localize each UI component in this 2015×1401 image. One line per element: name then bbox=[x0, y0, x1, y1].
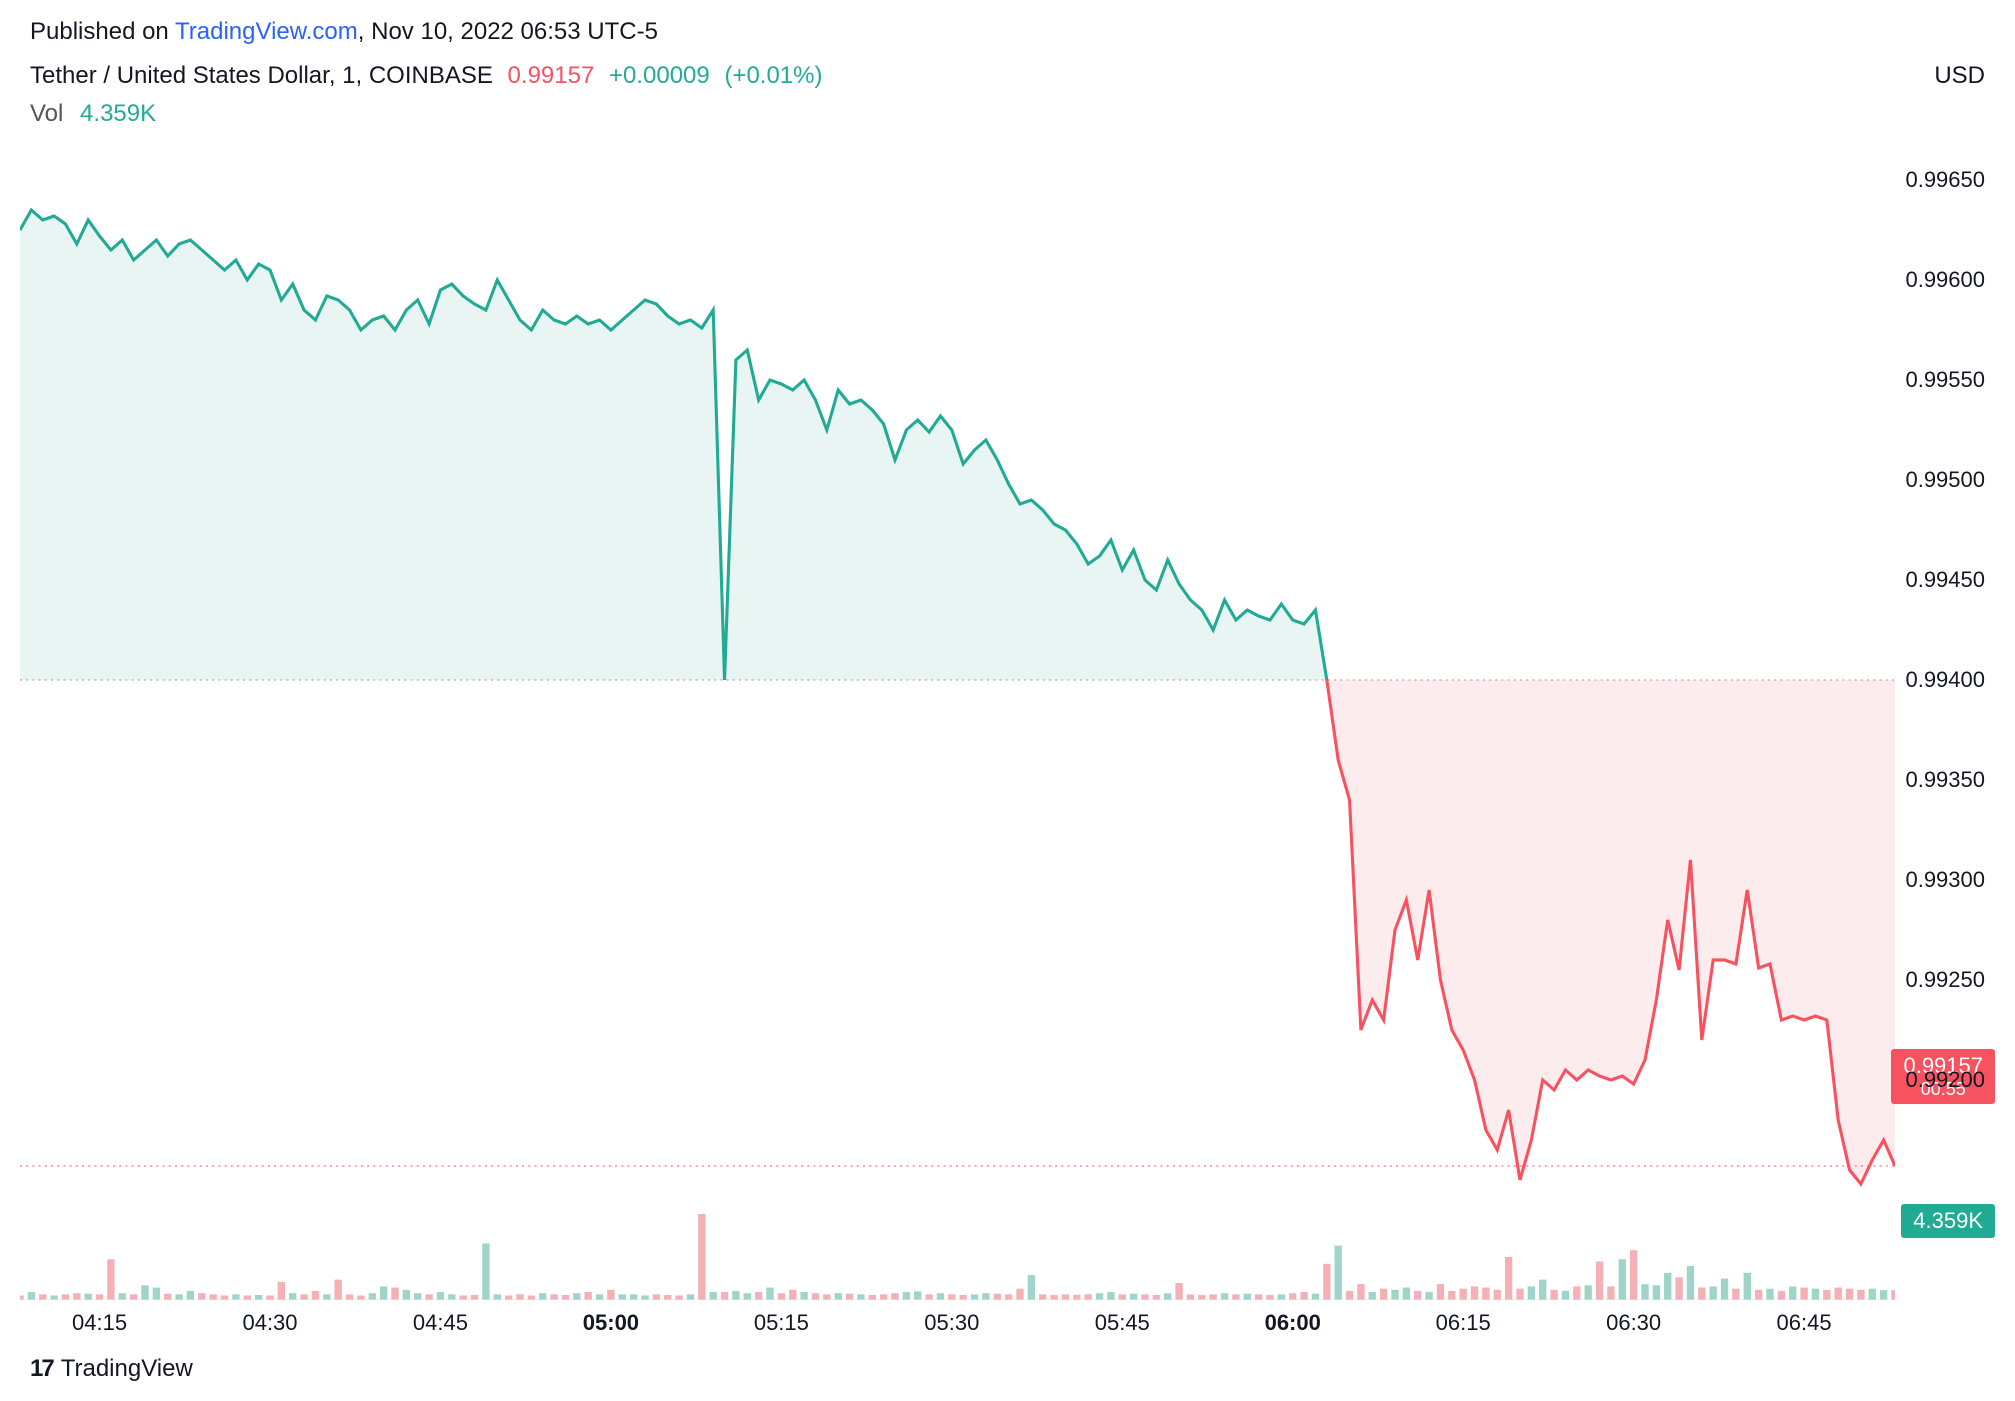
publish-prefix: Published on bbox=[30, 18, 175, 45]
brand-footer[interactable]: 17 TradingView bbox=[30, 1355, 193, 1383]
chart-area[interactable] bbox=[20, 120, 1895, 1300]
brand-name: TradingView bbox=[61, 1355, 193, 1382]
symbol-change-abs: +0.00009 bbox=[609, 62, 710, 89]
x-tick-label: 06:30 bbox=[1606, 1310, 1661, 1336]
y-tick-label: 0.99250 bbox=[1905, 967, 1985, 993]
y-tick-label: 0.99400 bbox=[1905, 667, 1985, 693]
current-volume-badge: 4.359K bbox=[1901, 1204, 1995, 1238]
currency-label: USD bbox=[1934, 62, 1985, 90]
y-tick-label: 0.99350 bbox=[1905, 767, 1985, 793]
symbol-price: 0.99157 bbox=[508, 62, 595, 89]
y-tick-label: 0.99500 bbox=[1905, 467, 1985, 493]
y-tick-label: 0.99600 bbox=[1905, 267, 1985, 293]
publish-site-link[interactable]: TradingView.com bbox=[175, 18, 358, 45]
x-tick-label: 06:45 bbox=[1777, 1310, 1832, 1336]
publish-date: , Nov 10, 2022 06:53 UTC-5 bbox=[358, 18, 658, 45]
x-tick-label: 05:15 bbox=[754, 1310, 809, 1336]
x-tick-label: 06:15 bbox=[1436, 1310, 1491, 1336]
y-tick-label: 0.99450 bbox=[1905, 567, 1985, 593]
x-tick-label: 04:15 bbox=[72, 1310, 127, 1336]
x-tick-label: 05:45 bbox=[1095, 1310, 1150, 1336]
price-chart[interactable] bbox=[20, 120, 1895, 1300]
x-tick-label: 05:00 bbox=[583, 1310, 639, 1336]
symbol-change-pct: (+0.01%) bbox=[724, 62, 822, 89]
badge-volume-value: 4.359K bbox=[1913, 1208, 1983, 1233]
x-tick-label: 04:30 bbox=[242, 1310, 297, 1336]
tradingview-logo-icon: 17 bbox=[30, 1355, 53, 1382]
y-tick-label: 0.99200 bbox=[1905, 1067, 1985, 1093]
x-tick-label: 06:00 bbox=[1265, 1310, 1321, 1336]
x-tick-label: 05:30 bbox=[924, 1310, 979, 1336]
symbol-title: Tether / United States Dollar, 1, COINBA… bbox=[30, 62, 493, 89]
x-tick-label: 04:45 bbox=[413, 1310, 468, 1336]
y-tick-label: 0.99550 bbox=[1905, 367, 1985, 393]
symbol-header: Tether / United States Dollar, 1, COINBA… bbox=[30, 62, 831, 90]
y-tick-label: 0.99650 bbox=[1905, 167, 1985, 193]
publish-line: Published on TradingView.com, Nov 10, 20… bbox=[30, 18, 658, 46]
y-tick-label: 0.99300 bbox=[1905, 867, 1985, 893]
